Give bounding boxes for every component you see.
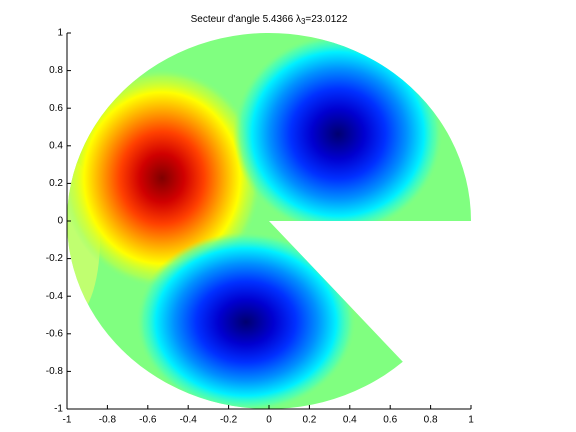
title-suffix: =23.0122 bbox=[305, 14, 347, 25]
y-tick-label: 0 bbox=[57, 216, 63, 227]
chart-title: Secteur d'angle 5.4366 λ3=23.0122 bbox=[191, 14, 348, 26]
x-tick-label: -0.2 bbox=[220, 415, 238, 426]
y-tick-label: 0.6 bbox=[49, 103, 63, 114]
y-tick-label: -0.6 bbox=[46, 328, 64, 339]
x-tick-label: 0 bbox=[266, 415, 272, 426]
x-tick-label: -1 bbox=[63, 415, 72, 426]
y-tick-label: -0.8 bbox=[46, 366, 64, 377]
y-tick-label: 0.4 bbox=[49, 140, 63, 151]
y-tick-label: 0.2 bbox=[49, 178, 63, 189]
x-tick-label: -0.4 bbox=[180, 415, 198, 426]
y-tick-label: -0.2 bbox=[46, 253, 64, 264]
y-tick-label: -0.4 bbox=[46, 291, 64, 302]
x-tick-label: 0.4 bbox=[343, 415, 357, 426]
y-tick-label: 1 bbox=[57, 28, 63, 39]
title-main: Secteur d'angle 5.4366 λ bbox=[191, 14, 301, 25]
heatmap bbox=[67, 32, 471, 409]
y-tick-label: 0.8 bbox=[49, 65, 63, 76]
title-subscript: 3 bbox=[301, 17, 306, 26]
x-tick-label: -0.8 bbox=[99, 415, 117, 426]
y-tick-label: -1 bbox=[54, 404, 63, 415]
x-tick-label: 0.2 bbox=[302, 415, 316, 426]
x-tick-label: 1 bbox=[468, 415, 474, 426]
x-tick-label: 0.8 bbox=[424, 415, 438, 426]
x-tick-label: -0.6 bbox=[139, 415, 157, 426]
x-tick-label: 0.6 bbox=[383, 415, 397, 426]
